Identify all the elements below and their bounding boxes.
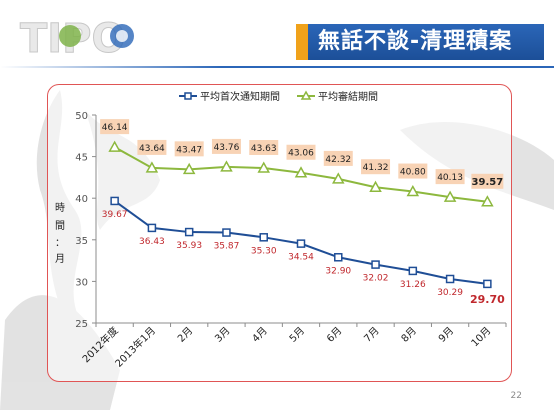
data-label: 34.54 — [288, 253, 314, 263]
x-tick-label: 7月 — [362, 325, 382, 345]
data-label: 35.87 — [214, 242, 240, 252]
y-axis-title-char: 月 — [55, 253, 65, 265]
legend-marker-triangle — [300, 90, 312, 100]
data-label: 35.30 — [251, 246, 277, 256]
y-tick-label: 35 — [75, 236, 88, 247]
x-tick-label: 2013年1月 — [112, 324, 158, 370]
data-point-square — [445, 274, 455, 284]
data-label: 43.47 — [176, 145, 202, 155]
x-tick-label: 8月 — [399, 325, 419, 345]
data-point-triangle — [406, 184, 420, 197]
data-label: 43.76 — [214, 143, 240, 153]
data-label: 35.93 — [176, 241, 202, 251]
x-tick-label: 2012年度 — [79, 324, 120, 365]
legend-marker-square — [184, 92, 192, 100]
data-point-triangle — [108, 140, 121, 152]
data-label: 39.67 — [102, 210, 128, 220]
y-axis-title-char: 時 — [55, 202, 65, 214]
data-label: 41.32 — [363, 163, 389, 173]
y-tick-label: 25 — [75, 319, 88, 330]
data-point-square — [222, 228, 231, 237]
data-label: 39.57 — [472, 177, 504, 188]
page-number: 22 — [510, 391, 522, 401]
data-label-box — [361, 159, 391, 175]
data-label-box — [249, 139, 279, 155]
legend-label-series-2: 平均審結期間 — [318, 90, 378, 103]
data-point-triangle — [443, 190, 457, 202]
data-label-box — [137, 139, 167, 155]
y-axis-title: 時 間 ： 月 — [55, 202, 65, 265]
tipo-logo: TIPO — [20, 16, 134, 60]
page-title: 無話不談-清理積案 — [296, 24, 544, 60]
data-label: 32.02 — [363, 274, 389, 284]
data-label: 31.26 — [400, 280, 426, 290]
data-label-box — [471, 173, 504, 189]
data-label-box — [100, 119, 130, 135]
data-point-square — [408, 266, 418, 276]
data-label: 32.90 — [325, 266, 351, 276]
data-point-square — [110, 196, 119, 206]
legend-label-series-1: 平均首次通知期間 — [200, 90, 280, 103]
data-point-triangle — [481, 195, 494, 207]
data-label: 43.63 — [251, 144, 277, 154]
data-point-triangle — [294, 166, 308, 178]
data-label: 46.14 — [102, 123, 128, 133]
data-label-box — [211, 138, 241, 154]
x-tick-label: 9月 — [436, 325, 456, 345]
data-label: 43.06 — [288, 149, 314, 159]
data-label: 42.32 — [325, 155, 351, 165]
data-label-box — [398, 163, 428, 179]
data-point-triangle — [220, 160, 233, 172]
y-tick-label: 40 — [75, 194, 88, 205]
data-point-square — [296, 239, 306, 248]
y-axis-title-char: ： — [55, 238, 65, 249]
y-tick-label: 50 — [75, 111, 88, 122]
y-tick-label: 45 — [75, 153, 88, 164]
data-point-square — [259, 233, 268, 242]
header-divider — [0, 66, 554, 68]
x-tick-label: 6月 — [324, 325, 344, 345]
data-point-triangle — [257, 161, 271, 173]
x-tick-label: 5月 — [287, 325, 307, 345]
data-label: 40.13 — [437, 173, 463, 183]
data-label: 36.43 — [139, 237, 165, 247]
data-label-box — [286, 144, 316, 160]
data-point-square — [147, 223, 157, 233]
data-label: 29.70 — [470, 293, 505, 306]
data-point-triangle — [145, 161, 159, 173]
data-point-square — [483, 279, 492, 289]
data-label-box — [323, 150, 353, 166]
legend: 平均首次通知期間 平均審結期間 — [179, 90, 378, 103]
x-tick-label: 3月 — [213, 325, 233, 345]
data-label: 43.64 — [139, 144, 165, 154]
y-axis-title-char: 間 — [55, 220, 65, 232]
x-tick-label: 10月 — [469, 325, 494, 350]
x-tick-label: 2月 — [175, 325, 195, 345]
data-label: 30.29 — [437, 288, 463, 298]
data-label: 40.80 — [400, 168, 426, 178]
data-point-triangle — [331, 172, 345, 184]
data-point-square — [184, 227, 194, 237]
data-point-square — [371, 260, 380, 269]
x-tick-label: 4月 — [250, 325, 270, 345]
y-tick-label: 30 — [75, 277, 88, 288]
data-label-box — [435, 169, 465, 185]
data-point-square — [334, 253, 343, 262]
data-point-triangle — [182, 162, 196, 175]
data-point-triangle — [369, 180, 382, 192]
data-label-box — [174, 141, 204, 157]
